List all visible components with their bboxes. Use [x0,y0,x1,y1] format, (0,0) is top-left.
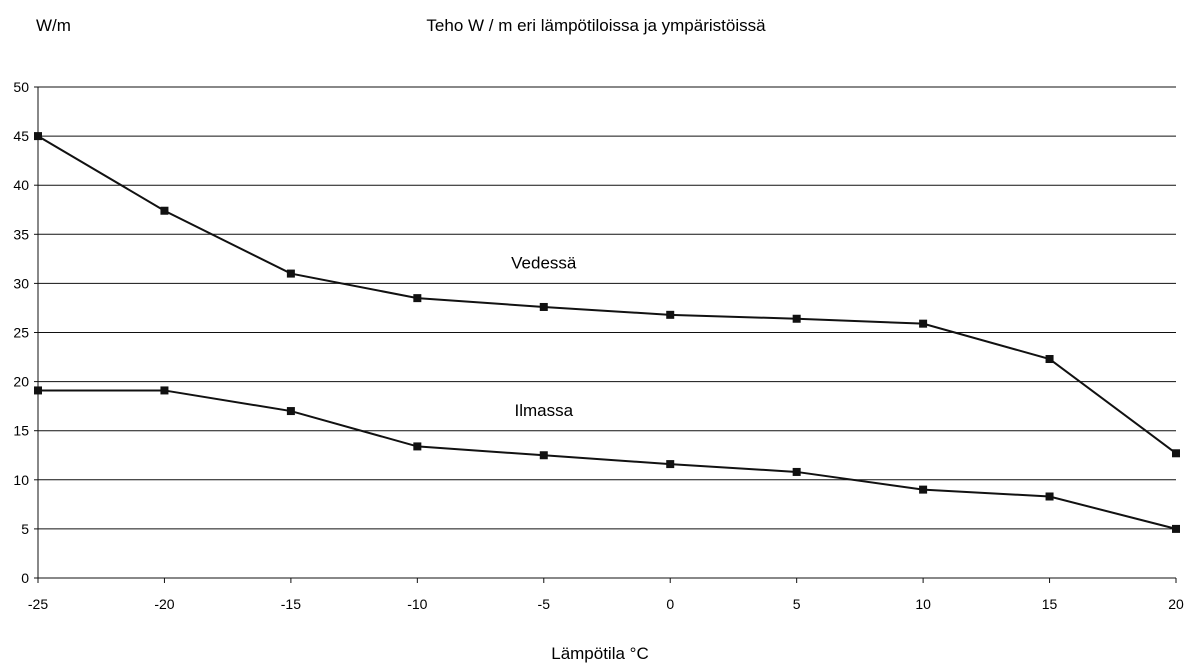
y-tick-label: 5 [21,521,29,537]
y-tick-label: 0 [21,570,29,586]
data-point [160,386,169,395]
data-point [792,314,801,323]
y-tick-label: 20 [13,374,29,390]
x-tick-label: 0 [666,596,674,612]
data-point [286,269,295,278]
series-annotation: Vedessä [511,254,577,273]
y-tick-label: 30 [13,275,29,291]
x-tick-label: -5 [538,596,551,612]
series-line [38,389,1177,530]
x-tick-label: 20 [1168,596,1184,612]
series-annotation: Ilmassa [514,401,573,420]
gridlines [38,86,1176,530]
series-line [37,135,1177,455]
y-tick-label: 40 [13,177,29,193]
data-point [160,206,169,215]
data-point [413,442,422,451]
data-point [666,310,675,319]
x-tick-label: 15 [1042,596,1058,612]
data-point [1045,492,1054,501]
y-tick-label: 10 [13,472,29,488]
x-tick-label: 5 [793,596,801,612]
x-tick-label: -20 [154,596,174,612]
data-point [919,485,928,494]
x-tick-labels: -25 -20 -15 -10 -5 0 5 10 15 20 [28,596,1184,612]
series-group [34,132,1180,533]
data-point [539,302,548,311]
data-point [1172,449,1180,458]
y-tick-label: 15 [13,423,29,439]
data-point [792,467,801,476]
data-point [34,132,42,141]
data-point [34,386,42,395]
y-tick-label: 35 [13,226,29,242]
data-point [1172,524,1180,533]
x-tick-label: -10 [407,596,427,612]
data-point [1045,355,1054,364]
chart-title: Teho W / m eri lämpötiloissa ja ympärist… [426,16,766,35]
axes [34,86,1177,583]
x-axis-label: Lämpötila °C [551,644,649,663]
data-point [539,451,548,460]
y-axis-label: W/m [36,16,71,35]
x-tick-label: -25 [28,596,48,612]
y-tick-label: 45 [13,128,29,144]
y-tick-label: 25 [13,325,29,341]
y-tick-label: 50 [13,79,29,95]
y-tick-labels: 0 5 10 15 20 25 30 35 40 45 50 [13,79,29,586]
x-tick-label: 10 [915,596,931,612]
data-point [666,460,675,469]
data-point [413,294,422,303]
data-point [919,319,928,328]
annotations: Vedessä Ilmassa [511,254,577,420]
data-point [286,407,295,416]
x-tick-label: -15 [281,596,301,612]
